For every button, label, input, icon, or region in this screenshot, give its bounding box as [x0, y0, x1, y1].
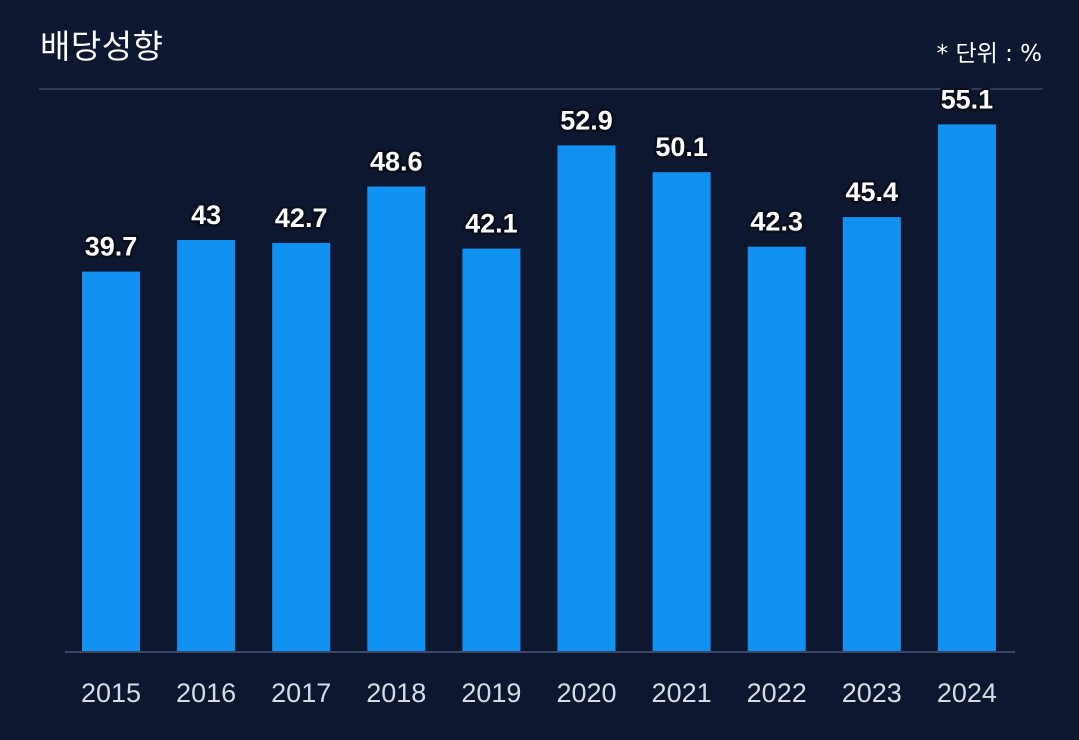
value-label-2021: 50.1	[655, 132, 708, 162]
chart-header: 배당성향 * 단위 : %	[0, 0, 1079, 92]
value-label-2022: 42.3	[750, 207, 803, 237]
unit-note: * 단위 : %	[936, 41, 1042, 67]
value-label-2015: 39.7	[85, 232, 138, 262]
bar-2018	[367, 186, 426, 651]
value-label-2018: 48.6	[370, 147, 423, 177]
header-divider	[39, 88, 1043, 90]
bar-2020	[557, 145, 616, 651]
x-tick-label-2023: 2023	[842, 678, 902, 708]
x-tick-label-2021: 2021	[652, 678, 712, 708]
bar-2021	[652, 172, 711, 651]
bar-2022	[747, 246, 806, 651]
bar-2015	[82, 271, 140, 651]
bar-2019	[462, 248, 521, 651]
x-tick-label-2015: 2015	[81, 678, 141, 708]
value-label-2023: 45.4	[846, 177, 899, 207]
value-label-2017: 42.7	[275, 203, 328, 233]
x-tick-label-2024: 2024	[937, 678, 997, 708]
chart-title: 배당성향	[40, 27, 164, 66]
bar-2017	[272, 242, 331, 651]
value-label-2020: 52.9	[560, 105, 613, 135]
x-tick-label-2019: 2019	[461, 678, 521, 708]
x-tick-label-2020: 2020	[556, 678, 616, 708]
value-label-2019: 42.1	[465, 209, 518, 239]
value-label-2024: 55.1	[941, 84, 994, 114]
value-label-2016: 43	[191, 200, 221, 230]
bar-2016	[177, 240, 236, 651]
x-tick-label-2018: 2018	[366, 678, 426, 708]
x-tick-label-2022: 2022	[747, 678, 807, 708]
bar-2023	[842, 217, 901, 651]
x-tick-label-2016: 2016	[176, 678, 236, 708]
x-tick-label-2017: 2017	[271, 678, 331, 708]
bar-2024	[937, 124, 996, 651]
